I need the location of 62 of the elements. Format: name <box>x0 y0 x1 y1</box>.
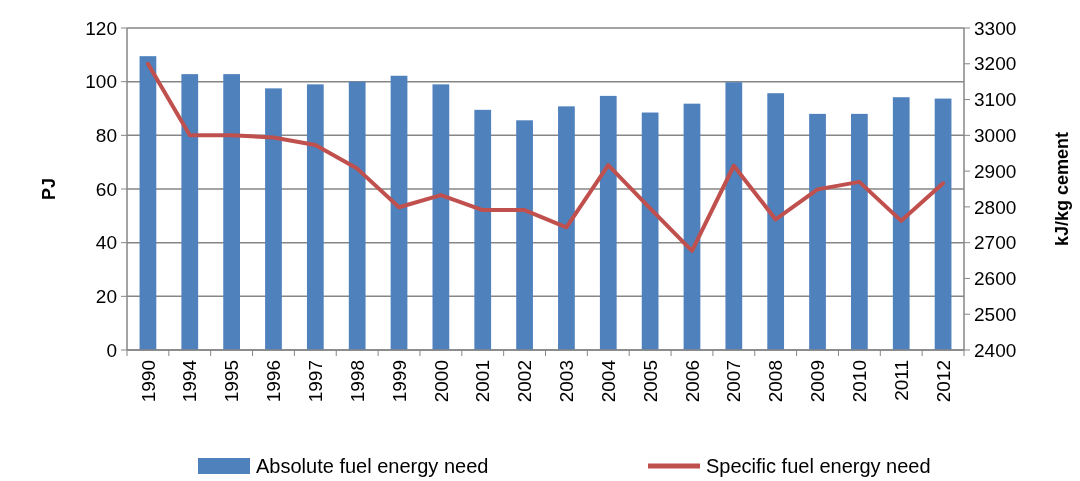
bar <box>599 95 617 350</box>
bar <box>474 109 492 350</box>
bar <box>558 106 575 350</box>
legend-label: Specific fuel energy need <box>706 455 931 477</box>
y2-tick-label: 2800 <box>974 196 1017 218</box>
x-tick-label: 2005 <box>639 360 661 403</box>
bar <box>809 113 826 350</box>
x-tick-label: 2011 <box>890 360 912 401</box>
line-series <box>145 61 946 253</box>
bar <box>641 112 659 350</box>
bar <box>683 103 701 350</box>
bar <box>181 74 199 350</box>
x-tick-label: 2006 <box>681 360 703 403</box>
x-tick-label: 2003 <box>556 360 578 403</box>
bar <box>725 82 743 350</box>
y-tick-label: 80 <box>95 124 117 146</box>
x-tick-label: 2000 <box>430 360 452 403</box>
x-tick-label: 1994 <box>179 359 201 403</box>
y2-tick-label: 3300 <box>974 17 1017 39</box>
bar <box>432 84 450 350</box>
x-tick-label: 2012 <box>932 360 954 403</box>
x-tick-label: 1998 <box>346 360 368 403</box>
y-tick-label: 20 <box>95 285 117 307</box>
x-tick-label: 2009 <box>807 360 829 403</box>
y2-tick-label: 3100 <box>974 89 1017 111</box>
x-tick-label: 1997 <box>304 360 326 403</box>
x-tick-label: 2001 <box>472 360 494 403</box>
y-axis-title: PJ <box>39 177 59 201</box>
x-tick-label: 1996 <box>263 360 285 403</box>
bar <box>892 97 910 350</box>
x-tick-label: 2004 <box>597 359 619 403</box>
y-tick-label: 60 <box>95 178 117 200</box>
y2-tick-label: 2700 <box>974 232 1017 254</box>
x-tick-label: 1995 <box>221 360 243 403</box>
y-tick-label: 100 <box>85 71 117 93</box>
y2-tick-label: 2900 <box>974 160 1017 182</box>
y-tick-label: 40 <box>95 232 117 254</box>
bar <box>851 113 868 350</box>
y2-tick-label: 3200 <box>974 53 1017 75</box>
y2-tick-label: 2500 <box>974 303 1017 325</box>
x-tick-label: 1999 <box>388 360 410 403</box>
bar <box>223 74 240 350</box>
y2-tick-label: 2600 <box>974 268 1017 290</box>
bar <box>306 84 324 350</box>
bar <box>516 120 533 350</box>
y2-tick-label: 3000 <box>974 124 1017 146</box>
y-tick-label: 0 <box>106 339 117 361</box>
x-tick-label: 2007 <box>723 360 745 403</box>
bar <box>767 93 785 350</box>
y2-axis-title: kJ/kg cement <box>1052 131 1073 247</box>
x-tick-label: 2008 <box>765 360 787 403</box>
x-tick-label: 1990 <box>137 360 159 403</box>
y-tick-label: 120 <box>85 17 117 39</box>
x-tick-label: 2002 <box>514 360 536 403</box>
x-tick-label: 2010 <box>849 360 871 403</box>
y2-tick-label: 2400 <box>974 339 1017 361</box>
bar <box>265 88 282 350</box>
bar <box>348 81 366 350</box>
bar <box>390 75 408 350</box>
bar <box>139 56 157 350</box>
bar <box>934 98 952 350</box>
legend-label: Absolute fuel energy need <box>256 455 489 477</box>
